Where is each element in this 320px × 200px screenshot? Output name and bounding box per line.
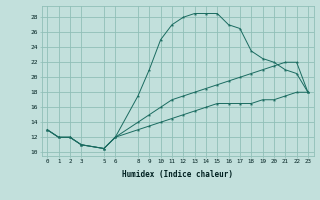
X-axis label: Humidex (Indice chaleur): Humidex (Indice chaleur): [122, 170, 233, 179]
